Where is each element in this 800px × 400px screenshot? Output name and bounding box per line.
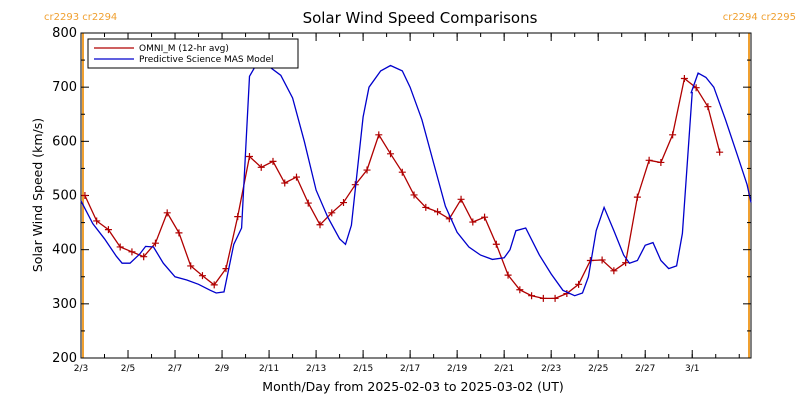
x-tick-label: 2/23: [541, 364, 561, 374]
data-point: [269, 157, 277, 165]
data-point: [81, 192, 89, 199]
data-point: [328, 209, 336, 217]
x-tick-label: 2/5: [121, 364, 135, 374]
data-point: [163, 209, 171, 217]
data-point: [716, 148, 724, 156]
data-point: [610, 267, 618, 275]
data-point: [704, 103, 712, 111]
data-point: [198, 272, 206, 280]
series-line-0: [84, 77, 721, 300]
x-tick-label: 2/9: [215, 364, 230, 374]
y-tick-label: 500: [52, 189, 77, 204]
data-point: [151, 239, 159, 247]
data-point: [516, 286, 524, 294]
data-point: [504, 271, 512, 279]
data-point: [104, 226, 112, 234]
y-tick-label: 200: [52, 351, 77, 366]
data-point: [575, 280, 583, 288]
x-tick-label: 2/21: [494, 364, 514, 374]
y-axis-label: Solar Wind Speed (km/s): [30, 118, 45, 272]
rotation-labels: cr2293 cr2294 cr2294 cr2295: [44, 12, 796, 23]
x-axis-label: Month/Day from 2025-02-03 to 2025-03-02 …: [262, 379, 563, 394]
series-line-1: [80, 62, 752, 297]
y-tick-label: 700: [52, 80, 77, 95]
data-point: [245, 153, 253, 160]
data-point: [340, 199, 348, 207]
x-tick-label: 3/1: [685, 364, 699, 374]
data-point: [633, 193, 641, 201]
data-point: [281, 179, 289, 187]
data-point: [622, 259, 630, 267]
y-axis: 200 300 400 500 600 700 800: [52, 26, 751, 366]
legend: OMNI_M (12-hr avg) Predictive Science MA…: [87, 38, 299, 69]
data-point: [175, 229, 183, 237]
data-point: [528, 292, 536, 300]
x-tick-label: 2/15: [353, 364, 373, 374]
rotation-label: cr2294 cr2295: [723, 12, 796, 23]
data-point: [116, 243, 124, 251]
x-tick-label: 2/3: [74, 364, 88, 374]
data-point: [657, 158, 665, 166]
chart-title: Solar Wind Speed Comparisons: [303, 9, 538, 27]
data-point: [469, 218, 477, 226]
data-point: [410, 191, 418, 199]
data-point: [234, 213, 242, 221]
data-point: [398, 168, 406, 176]
legend-box: [87, 38, 299, 69]
data-point: [316, 221, 324, 229]
series-layer: [80, 62, 752, 302]
data-point: [375, 131, 383, 139]
data-point: [457, 195, 465, 203]
x-tick-label: 2/27: [635, 364, 655, 374]
data-point: [492, 240, 500, 248]
data-point: [434, 208, 442, 216]
data-point: [598, 256, 606, 264]
data-point: [292, 173, 300, 181]
x-tick-label: 2/17: [400, 364, 420, 374]
data-point: [645, 156, 653, 164]
legend-label-mas: Predictive Science MAS Model: [139, 55, 274, 65]
legend-label-omni: OMNI_M (12-hr avg): [139, 44, 229, 54]
data-point: [210, 281, 218, 289]
data-point: [680, 75, 688, 82]
data-point: [387, 150, 395, 158]
data-point: [304, 199, 312, 207]
rotation-label: cr2293 cr2294: [44, 12, 117, 23]
data-point: [187, 262, 195, 270]
data-point: [422, 203, 430, 211]
y-tick-label: 400: [52, 243, 77, 258]
data-point: [93, 217, 101, 225]
data-point: [692, 84, 700, 92]
data-point: [363, 166, 371, 174]
x-tick-label: 2/13: [306, 364, 326, 374]
data-point: [481, 213, 489, 221]
y-tick-label: 300: [52, 297, 77, 312]
y-tick-label: 800: [52, 26, 77, 41]
x-tick-label: 2/7: [168, 364, 182, 374]
data-point: [669, 131, 677, 139]
y-tick-label: 600: [52, 134, 77, 149]
x-tick-label: 2/11: [259, 364, 279, 374]
data-point: [551, 294, 559, 302]
data-point: [128, 248, 136, 256]
x-tick-label: 2/19: [447, 364, 467, 374]
x-axis: 2/3 2/5 2/7 2/9 2/11 2/13 2/15 2/17 2/19 2/21 2/23…: [74, 33, 740, 374]
data-point: [539, 294, 547, 302]
data-point: [257, 163, 265, 171]
x-tick-label: 2/25: [588, 364, 608, 374]
data-point: [140, 253, 148, 261]
